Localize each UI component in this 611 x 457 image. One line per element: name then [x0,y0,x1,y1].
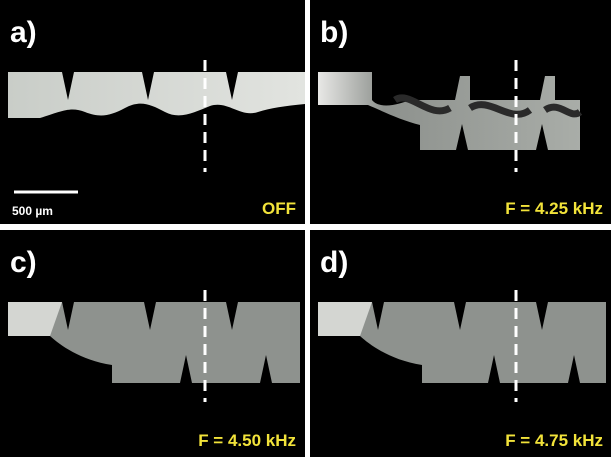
panel-label: b) [320,16,348,49]
panel-label: d) [320,246,348,279]
panel-label: a) [10,16,37,49]
panel-caption: F = 4.75 kHz [505,431,603,450]
panel-d: d) F = 4.75 kHz [310,230,611,457]
panel-c: c) F = 4.50 kHz [0,230,305,457]
panel-label: c) [10,246,37,279]
panel-caption: F = 4.50 kHz [198,431,296,450]
scale-bar-label: 500 µm [12,204,53,218]
panel-caption: OFF [262,199,296,218]
panel-a: a) 500 µm OFF [0,0,305,224]
panel-caption: F = 4.25 kHz [505,199,603,218]
figure: a) 500 µm OFF b) F = 4.25 kHz c) F = 4.5… [0,0,611,457]
page: a) 500 µm OFF b) F = 4.25 kHz c) F = 4.5… [0,0,611,457]
panel-b: b) F = 4.25 kHz [310,0,611,224]
